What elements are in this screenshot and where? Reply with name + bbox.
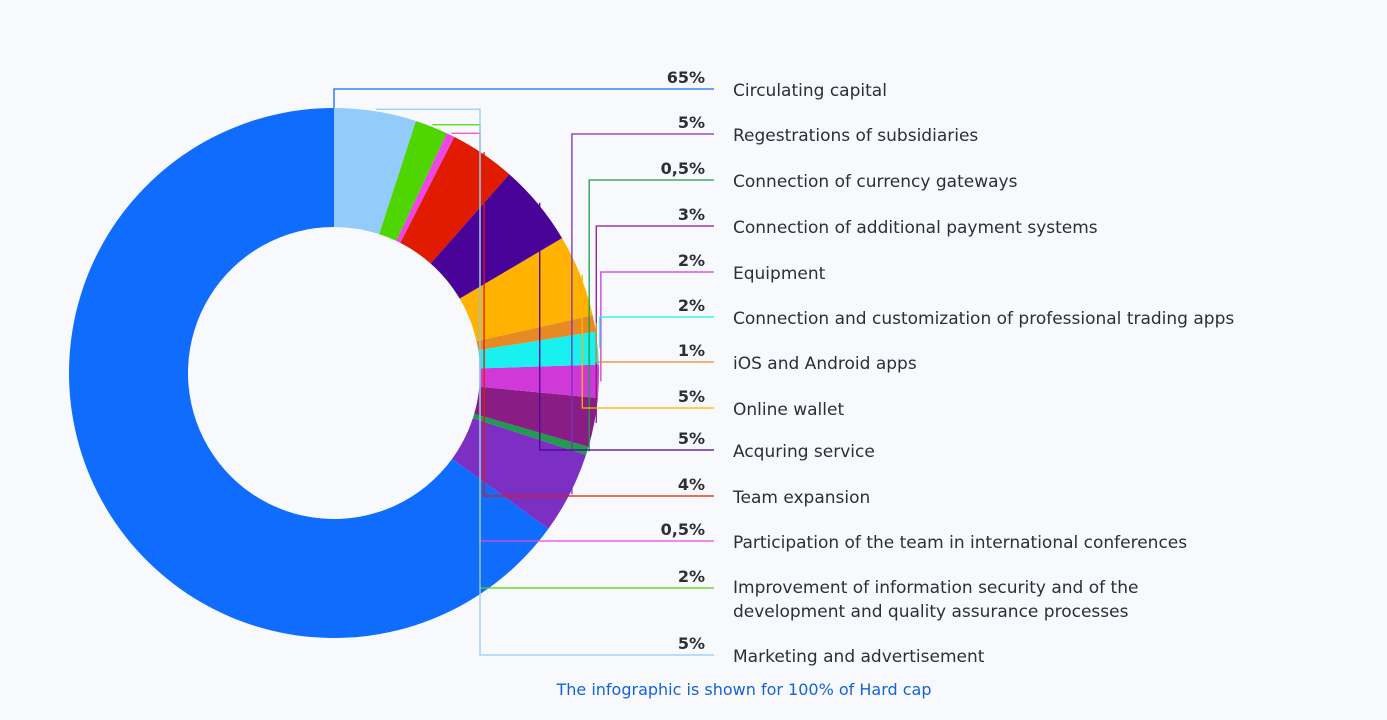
leader-line-5 bbox=[599, 316, 714, 348]
category-label-12: Marketing and advertisement bbox=[733, 647, 985, 667]
category-label-11: Improvement of information security and … bbox=[733, 578, 1138, 622]
slice-10 bbox=[396, 133, 455, 243]
data-label-1: 5% bbox=[678, 113, 705, 132]
data-label-12: 5% bbox=[678, 634, 705, 653]
slice-12 bbox=[334, 108, 416, 235]
slice-9 bbox=[400, 136, 510, 264]
data-label-3: 3% bbox=[678, 205, 705, 224]
leader-line-0 bbox=[333, 88, 714, 108]
percent-labels: 65% 5% 0,5% 3% 2% 2% 1% 5% 5% 4% 0,5% 2% 5% bbox=[661, 68, 705, 653]
category-label-9: Team expansion bbox=[732, 488, 870, 508]
leader-line-8 bbox=[539, 202, 714, 451]
category-label-3: Connection of additional payment systems bbox=[733, 218, 1098, 238]
slice-3 bbox=[474, 386, 598, 447]
category-label-5: Connection and customization of professi… bbox=[733, 309, 1234, 329]
data-label-8: 5% bbox=[678, 429, 705, 448]
leader-line-6 bbox=[595, 322, 714, 363]
leader-line-12 bbox=[375, 108, 714, 656]
data-label-10: 0,5% bbox=[661, 520, 705, 539]
category-label-4: Equipment bbox=[733, 264, 826, 284]
category-label-10: Participation of the team in internation… bbox=[733, 533, 1187, 553]
leader-lines bbox=[333, 88, 714, 656]
data-label-6: 1% bbox=[678, 341, 705, 360]
data-label-11: 2% bbox=[678, 567, 705, 586]
chart-footnote: The infographic is shown for 100% of Har… bbox=[555, 680, 931, 699]
data-label-5: 2% bbox=[678, 296, 705, 315]
leader-line-9 bbox=[483, 152, 714, 497]
slice-5 bbox=[478, 331, 599, 369]
donut-slices bbox=[69, 108, 599, 638]
slice-2 bbox=[472, 413, 589, 455]
leader-line-4 bbox=[600, 271, 714, 382]
slice-6 bbox=[476, 315, 596, 351]
slice-8 bbox=[430, 174, 563, 299]
legend-labels: Circulating capital Regestrations of subs… bbox=[732, 81, 1234, 667]
leader-line-2 bbox=[588, 179, 714, 452]
category-label-1: Regestrations of subsidiaries bbox=[733, 126, 978, 146]
category-label-6: iOS and Android apps bbox=[733, 354, 917, 374]
data-label-7: 5% bbox=[678, 387, 705, 406]
category-label-2: Connection of currency gateways bbox=[733, 172, 1018, 192]
category-label-0: Circulating capital bbox=[733, 81, 887, 101]
data-label-0: 65% bbox=[667, 68, 705, 87]
leader-line-1 bbox=[571, 133, 714, 495]
category-label-8: Acquring service bbox=[733, 442, 875, 462]
slice-7 bbox=[459, 238, 593, 342]
data-label-2: 0,5% bbox=[661, 159, 705, 178]
slice-0 bbox=[69, 108, 549, 638]
slice-11 bbox=[379, 120, 447, 241]
category-label-7: Online wallet bbox=[733, 400, 844, 420]
data-label-4: 2% bbox=[678, 251, 705, 270]
data-label-9: 4% bbox=[678, 475, 705, 494]
slice-1 bbox=[452, 418, 587, 529]
leader-line-7 bbox=[581, 274, 714, 409]
